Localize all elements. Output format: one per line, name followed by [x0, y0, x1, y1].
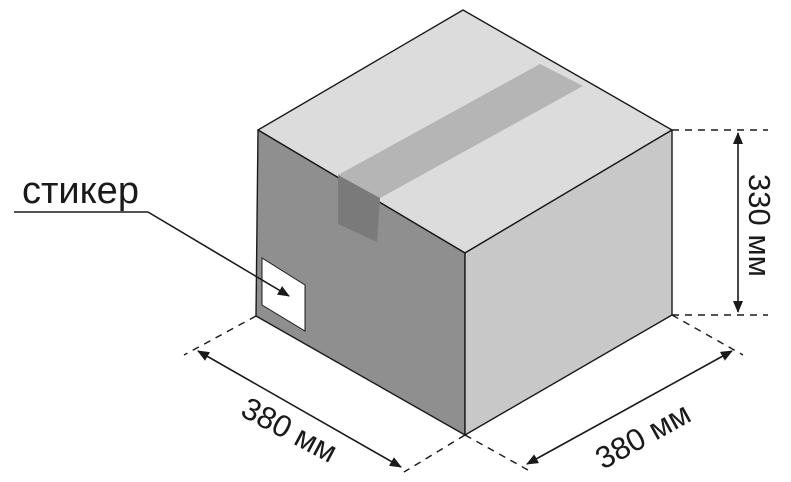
depth-extension-left: [464, 434, 529, 471]
width-dimension-label: 380 мм: [236, 390, 343, 469]
extension-lines: [183, 129, 768, 473]
depth-dimension-label: 380 мм: [589, 396, 696, 477]
depth-dimension-arrow: [526, 350, 733, 465]
height-dimension-label: 330 мм: [742, 174, 777, 277]
width-extension-left: [183, 315, 257, 356]
box-top-tape: [338, 64, 583, 198]
sticker-label: стикер: [22, 170, 139, 212]
sticker-pointer-line: [147, 211, 290, 297]
width-extension-right: [403, 434, 466, 473]
depth-extension-right: [671, 314, 744, 356]
width-dimension-arrow: [197, 350, 402, 468]
box-tape-flap: [338, 175, 380, 242]
